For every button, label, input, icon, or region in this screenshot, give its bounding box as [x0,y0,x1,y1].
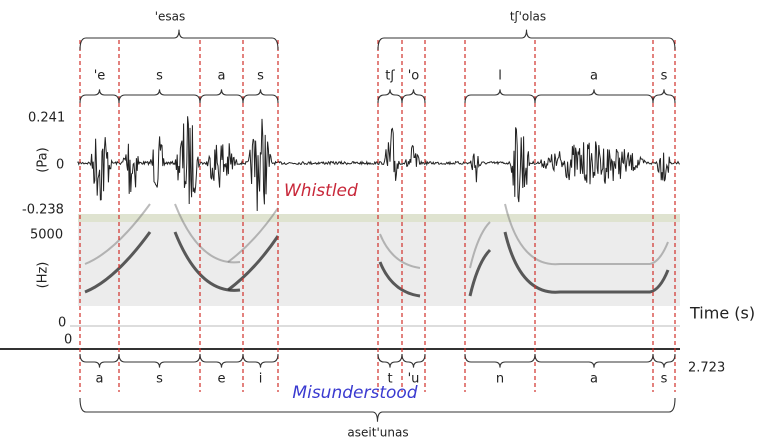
wave-tick: 0.241 [28,111,65,126]
top-word: tʃ'olas [510,10,546,24]
brace [119,89,200,103]
time-start: 0 [64,333,72,348]
brace [243,354,278,368]
wave-y-label: (Pa) [36,147,51,172]
top-phoneme: s [661,69,668,84]
top-phoneme: s [156,69,163,84]
spec-tick: 0 [58,316,66,331]
bottom-phoneme: e [218,372,226,387]
top-word: 'esas [155,10,186,24]
top-phoneme: a [218,69,226,84]
brace [535,354,653,368]
brace [80,354,119,368]
brace [80,30,278,50]
bottom-phoneme: s [661,372,668,387]
wave-tick: 0 [56,158,64,173]
spec-y-label: (Hz) [36,262,51,289]
bottom-phoneme: t [387,372,392,387]
brace [402,354,425,368]
whistled-label: Whistled [284,181,358,201]
brace [200,354,243,368]
figure: 0.241 0 -0.238 (Pa) Whistled 5000 0 (Hz)… [0,0,763,441]
brace [80,89,119,103]
misunderstood-label: Misunderstood [292,383,417,403]
brace [402,89,425,103]
bottom-phoneme: i [259,372,263,387]
bottom-phoneme: a [590,372,598,387]
bottom-phoneme: a [96,372,104,387]
brace [378,354,402,368]
spectrogram-band [78,214,680,222]
brace [119,354,200,368]
brace [243,89,278,103]
wave-tick: -0.238 [22,203,64,218]
brace [653,89,675,103]
bottom-phoneme: n [496,372,504,387]
brace [465,89,535,103]
brace [200,89,243,103]
brace [465,354,535,368]
time-end: 2.723 [688,361,725,376]
bottom-word: aseit'unas [347,426,408,440]
bottom-phoneme: 'u [408,372,420,387]
waveform [78,116,680,211]
brace [378,89,402,103]
top-phoneme: 'e [94,69,106,84]
top-phoneme: 'o [408,69,420,84]
top-phoneme: s [257,69,264,84]
top-phoneme: tʃ [385,69,395,84]
brace [535,89,653,103]
top-phoneme: a [590,69,598,84]
brace [653,354,675,368]
brace [378,30,675,50]
top-phoneme: l [498,69,502,84]
spec-tick: 5000 [30,228,63,243]
time-label: Time (s) [689,304,755,323]
bottom-phoneme: s [156,372,163,387]
